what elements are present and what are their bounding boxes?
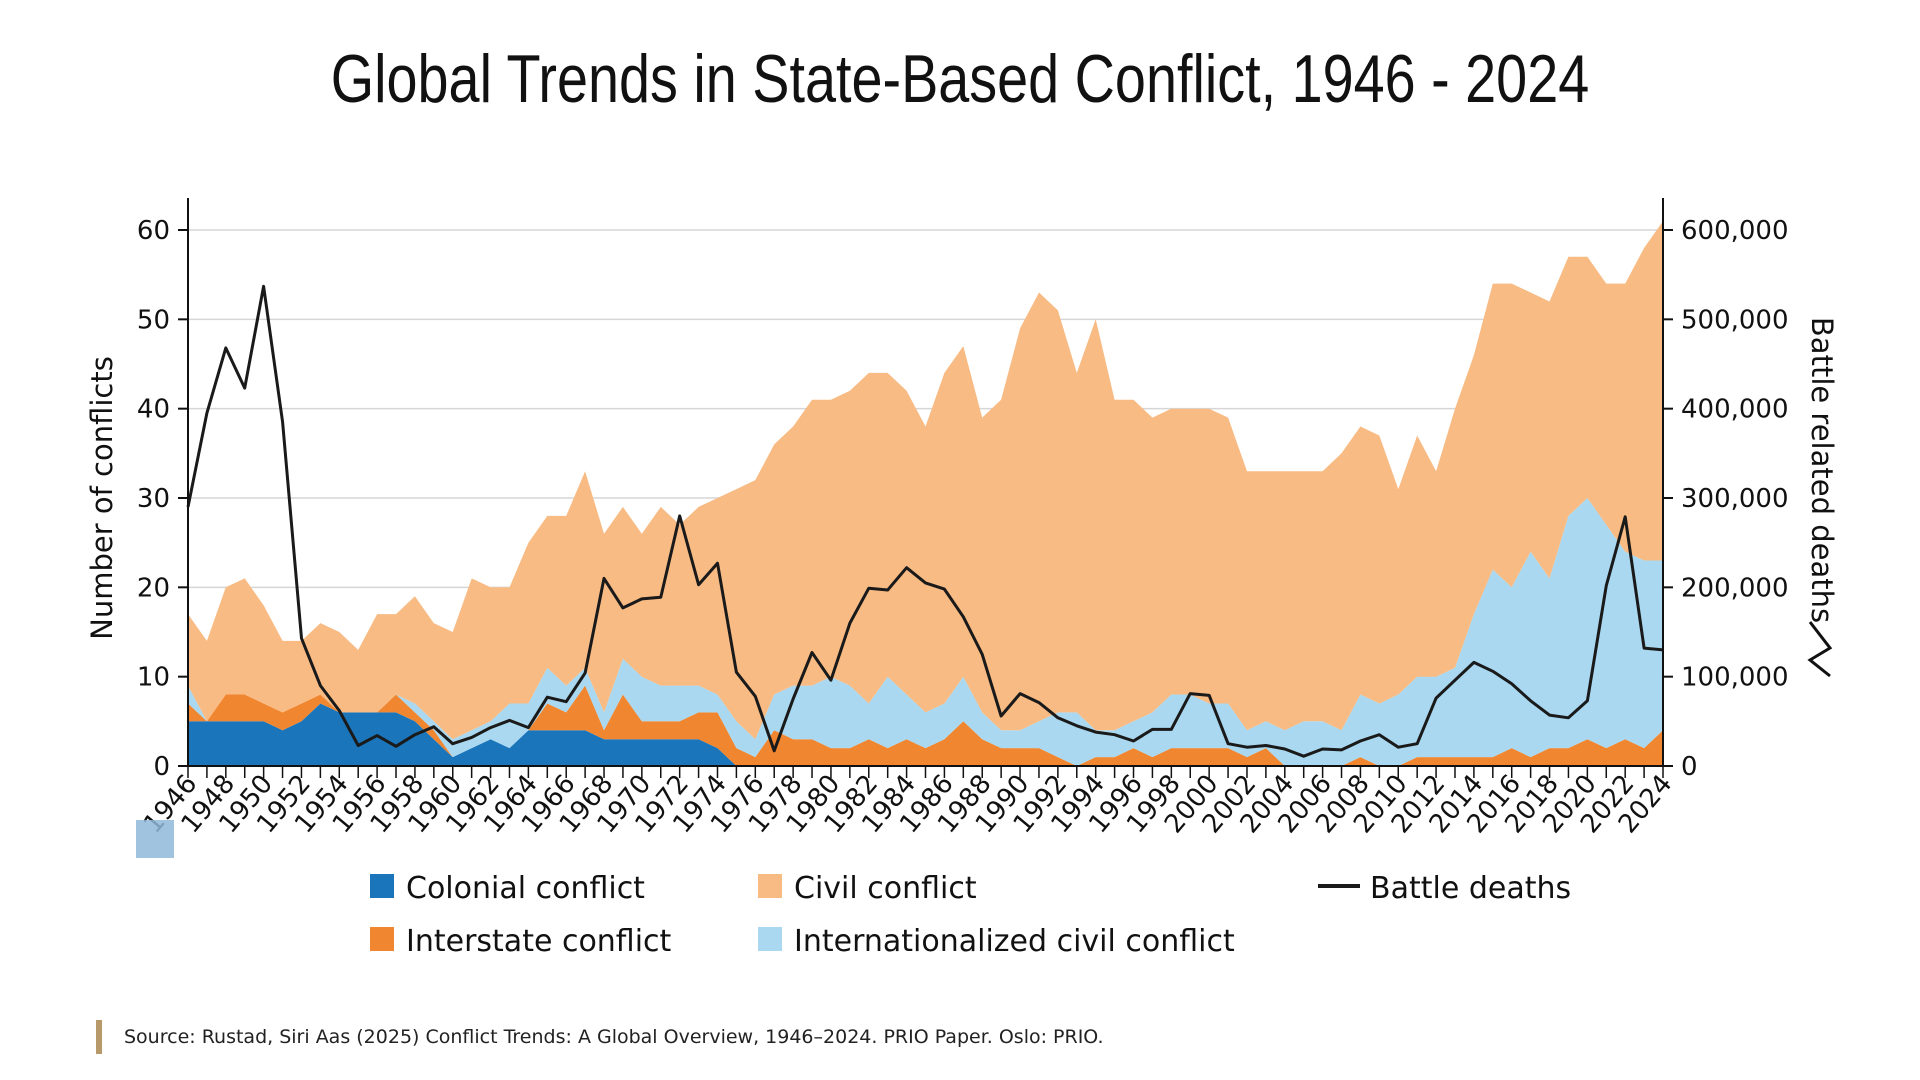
y-tick-label: 30 [137, 484, 170, 514]
y-tick-label: 50 [137, 305, 170, 335]
stacked-areas [188, 221, 1663, 766]
axes: 0 10 20 30 40 50 60 0 100,000 200,000 300,000 400,0… [136, 198, 1833, 858]
legend-label-civil: Civil conflict [794, 871, 977, 906]
highlight-marker [136, 820, 174, 858]
battle-deaths-line-group [186, 284, 1664, 758]
y-tick-label: 40 [137, 395, 170, 425]
area-colonial [188, 703, 1663, 766]
axis-break-icon [1807, 621, 1833, 678]
legend-swatch-internationalized [758, 927, 782, 951]
legend: Colonial conflict Civil conflict Battle de… [370, 871, 1571, 959]
y2-tick-label: 100,000 [1681, 663, 1789, 693]
y2-tick-label: 0 [1681, 752, 1698, 782]
y-tick-label: 0 [153, 752, 170, 782]
legend-swatch-interstate [370, 927, 394, 951]
legend-label-colonial: Colonial conflict [406, 871, 645, 906]
legend-label-deaths: Battle deaths [1370, 871, 1571, 906]
y2-tick-label: 600,000 [1681, 216, 1789, 246]
battle-deaths-line [186, 284, 1664, 758]
y-tick-label: 10 [137, 663, 170, 693]
legend-swatch-colonial [370, 874, 394, 898]
y2-tick-label: 400,000 [1681, 395, 1789, 425]
y-tick-label: 20 [137, 573, 170, 603]
y2-tick-label: 300,000 [1681, 484, 1789, 514]
area-civil [188, 221, 1663, 740]
page-title: Global Trends in State-Based Conflict, 1… [330, 41, 1590, 117]
y-tick-label: 60 [137, 216, 170, 246]
area-interstate [188, 685, 1663, 766]
legend-label-interstate: Interstate conflict [406, 924, 672, 959]
y2-tick-label: 200,000 [1681, 573, 1789, 603]
y2-axis-title: Battle related deaths [1805, 317, 1839, 623]
y-axis-title: Number of conflicts [85, 356, 119, 640]
y2-tick-label: 500,000 [1681, 305, 1789, 335]
legend-label-internationalized: Internationalized civil conflict [794, 924, 1235, 959]
legend-swatch-civil [758, 874, 782, 898]
conflict-chart: 0 10 20 30 40 50 60 0 100,000 200,000 300,000 400,0… [85, 198, 1839, 959]
source-note: Source: Rustad, Siri Aas (2025) Conflict… [96, 1020, 1104, 1054]
